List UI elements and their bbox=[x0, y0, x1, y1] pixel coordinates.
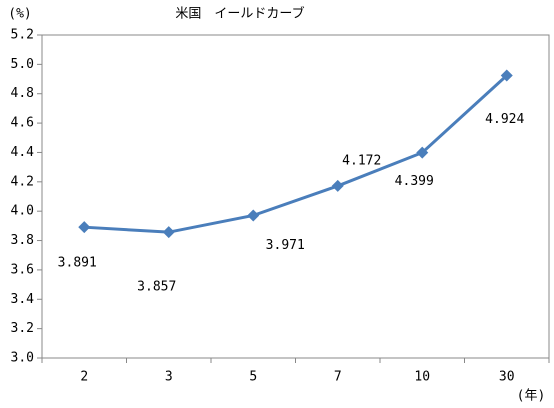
value-label: 4.924 bbox=[485, 112, 524, 127]
x-tick-label: 10 bbox=[414, 370, 430, 385]
value-label: 4.172 bbox=[342, 153, 381, 168]
y-tick-label: 4.0 bbox=[11, 204, 34, 219]
x-tick-label: 2 bbox=[80, 370, 88, 385]
value-label: 4.399 bbox=[395, 174, 434, 189]
marker bbox=[247, 209, 260, 222]
x-tick-label: 30 bbox=[499, 370, 515, 385]
y-tick-label: 3.4 bbox=[11, 292, 35, 307]
marker bbox=[78, 221, 91, 234]
value-label: 3.891 bbox=[58, 256, 97, 271]
x-tick-label: 5 bbox=[249, 370, 257, 385]
y-tick-label: 3.8 bbox=[11, 233, 34, 248]
line bbox=[84, 74, 508, 234]
chart-title: 米国 イールドカーブ bbox=[175, 6, 304, 22]
y-tick-label: 5.2 bbox=[11, 28, 34, 43]
y-tick-label: 3.0 bbox=[11, 351, 34, 366]
x-tick-label: 3 bbox=[165, 370, 173, 385]
value-label: 3.857 bbox=[137, 280, 176, 295]
x-tick-label: 7 bbox=[334, 370, 342, 385]
y-unit: (%) bbox=[8, 7, 31, 22]
y-tick-label: 4.2 bbox=[11, 174, 34, 189]
marker bbox=[331, 179, 344, 192]
marker bbox=[416, 146, 429, 159]
marker bbox=[500, 69, 513, 82]
y-tick-label: 4.6 bbox=[11, 116, 34, 131]
y-tick-label: 5.0 bbox=[11, 57, 34, 72]
plot-frame bbox=[41, 34, 550, 359]
y-tick-label: 3.6 bbox=[11, 262, 34, 277]
x-unit: (年) bbox=[517, 389, 546, 404]
marker bbox=[162, 226, 175, 239]
y-tick-label: 3.2 bbox=[11, 321, 34, 336]
y-tick-label: 4.4 bbox=[11, 145, 35, 160]
value-label: 3.971 bbox=[266, 238, 305, 253]
y-tick-label: 4.8 bbox=[11, 86, 34, 101]
